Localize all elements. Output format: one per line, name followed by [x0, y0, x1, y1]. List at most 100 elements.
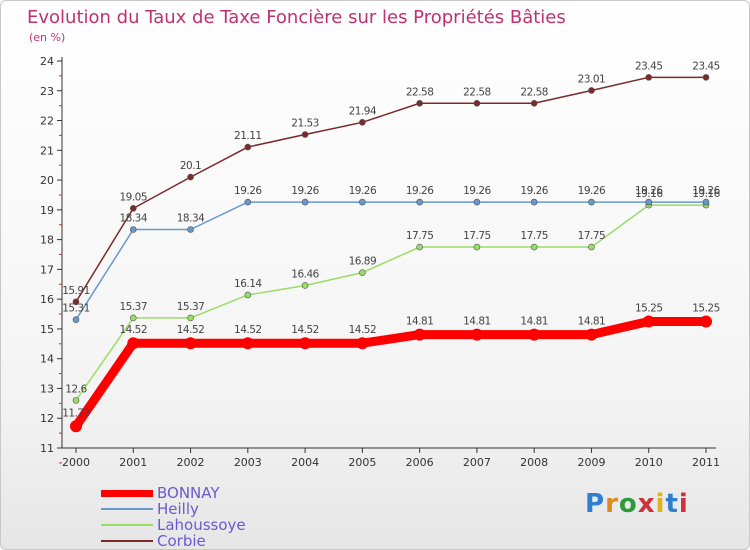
data-label: 15.37	[177, 301, 205, 313]
data-label: 12.6	[65, 383, 87, 395]
data-label: 14.52	[177, 324, 205, 336]
data-label: 19.26	[349, 185, 377, 197]
data-point	[530, 99, 538, 107]
data-label: 19.26	[234, 185, 262, 197]
data-label: 15.91	[62, 285, 90, 297]
legend-swatch	[101, 524, 153, 526]
data-label: 15.31	[62, 303, 90, 315]
data-label: 18.34	[177, 212, 205, 224]
data-label: 22.58	[406, 86, 434, 98]
series-line-lahoussoye	[75, 204, 707, 402]
chart-title: Evolution du Taux de Taxe Foncière sur l…	[27, 7, 566, 28]
data-label: 14.81	[578, 316, 606, 328]
data-point	[244, 291, 252, 299]
data-point	[72, 397, 80, 404]
data-label: 19.26	[520, 185, 548, 197]
y-tick-label: 16	[40, 293, 54, 306]
data-label: 21.11	[234, 130, 262, 142]
data-label: 19.26	[578, 185, 606, 197]
y-tick-label: 14	[40, 353, 54, 366]
y-tick-label: 11	[40, 442, 54, 455]
data-label: 16.14	[234, 278, 262, 290]
data-point	[72, 316, 80, 323]
legend-label: BONNAY	[157, 484, 220, 502]
series-line-heilly	[75, 201, 707, 321]
y-tick-label: 24	[40, 55, 54, 68]
data-label: 14.52	[234, 324, 262, 336]
data-point	[299, 337, 312, 350]
data-point	[585, 328, 598, 341]
x-tick-label: 2003	[234, 456, 262, 469]
data-label: 23.45	[635, 60, 663, 72]
data-point	[356, 337, 369, 350]
data-label: 19.16	[692, 188, 720, 200]
y-tick-label: 23	[40, 85, 54, 98]
data-point	[359, 269, 366, 276]
data-point	[187, 226, 194, 233]
data-point	[241, 337, 254, 350]
data-point	[129, 314, 137, 322]
legend-label: Corbie	[157, 532, 206, 550]
data-label: 19.26	[692, 185, 720, 197]
data-point	[187, 314, 194, 322]
y-tick-label: 20	[40, 174, 54, 187]
data-point	[301, 198, 309, 206]
data-point	[244, 198, 252, 206]
proxiti-logo: Proxiti	[585, 489, 689, 519]
x-tick-label: 2002	[177, 456, 205, 469]
data-point	[528, 328, 541, 341]
legend-label: Heilly	[157, 500, 199, 518]
data-point	[244, 143, 252, 151]
data-label: 17.75	[406, 230, 434, 242]
x-tick-label: 2001	[119, 456, 147, 469]
x-tick-label: 2007	[463, 456, 491, 469]
x-tick-label: 2008	[520, 456, 548, 469]
y-tick-label: 15	[40, 323, 54, 336]
data-point	[301, 131, 309, 138]
data-label: 19.26	[635, 185, 663, 197]
data-label: 19.26	[291, 185, 319, 197]
data-label: 19.26	[406, 185, 434, 197]
data-label: 19.16	[635, 188, 663, 200]
x-tick-label: 2010	[635, 456, 663, 469]
logo-letter: i	[678, 489, 689, 519]
data-point	[702, 198, 710, 206]
data-point	[645, 198, 653, 206]
data-label: 20.1	[180, 160, 201, 172]
data-label: 21.94	[349, 105, 377, 117]
data-label: 11.73	[62, 407, 90, 419]
data-label: 22.58	[520, 86, 548, 98]
data-point	[642, 315, 655, 328]
data-point	[588, 243, 595, 251]
data-label: 17.75	[578, 230, 606, 242]
data-point	[359, 119, 366, 126]
legend-swatch	[101, 540, 153, 542]
data-point	[416, 243, 423, 251]
data-label: 18.34	[119, 212, 147, 224]
logo-letter: t	[665, 489, 679, 519]
data-point	[416, 198, 423, 206]
data-label: 17.75	[520, 230, 548, 242]
data-label: 21.53	[291, 118, 319, 130]
y-tick-label: 18	[40, 234, 54, 247]
data-point	[473, 198, 481, 206]
data-point	[301, 282, 309, 289]
legend-label: Lahoussoye	[157, 516, 246, 534]
data-point	[70, 420, 82, 433]
unit-label: (en %)	[29, 31, 66, 44]
x-tick-label: 2000	[62, 456, 90, 469]
y-tick-label: 13	[40, 382, 54, 395]
data-label: 14.81	[463, 316, 491, 328]
data-point	[530, 198, 538, 206]
data-label: 22.58	[463, 86, 491, 98]
data-label: 14.52	[291, 324, 319, 336]
x-tick-label: 2005	[348, 456, 376, 469]
data-point	[588, 198, 595, 206]
data-point	[645, 74, 653, 81]
x-tick-label: 2011	[692, 456, 720, 469]
data-point	[413, 328, 426, 341]
data-point	[187, 173, 194, 181]
data-point	[359, 198, 366, 206]
